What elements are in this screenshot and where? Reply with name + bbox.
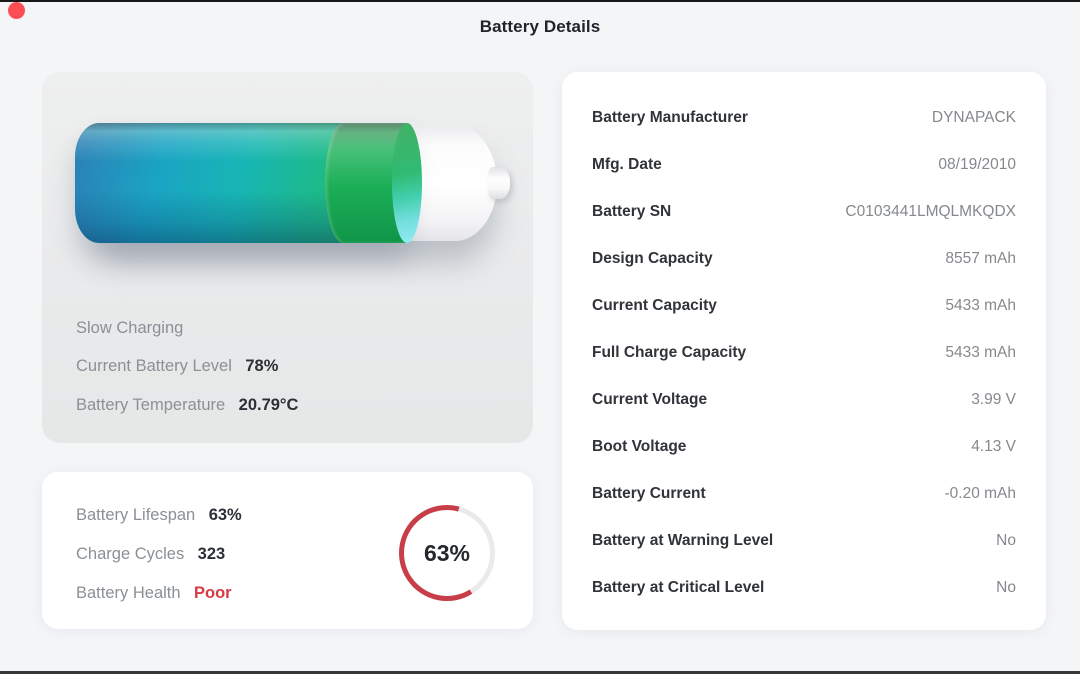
details-row-label: Battery Current [592, 484, 706, 502]
details-row-label: Battery SN [592, 202, 672, 220]
details-row-label: Current Voltage [592, 390, 708, 408]
health-row-label: Battery Health [76, 584, 181, 602]
window-bottom-edge [0, 671, 1080, 674]
health-row-value: 63% [208, 506, 242, 524]
details-row-value: -0.20 mAh [944, 484, 1016, 502]
details-row-value: 8557 mAh [945, 249, 1016, 267]
health-ring-label: 63% [423, 539, 471, 566]
details-row-value: C0103441LMQLMKQDX [845, 202, 1016, 220]
details-row-label: Battery Manufacturer [592, 108, 748, 126]
status-row: Current Battery Level 78% [76, 347, 298, 386]
health-row-value: 323 [197, 545, 226, 563]
details-row-value: No [996, 578, 1016, 596]
battery-details-card: Battery Manufacturer DYNAPACK Mfg. Date … [562, 72, 1046, 630]
details-row-label: Battery at Warning Level [592, 531, 774, 549]
details-row: Current Voltage 3.99 V [592, 376, 1016, 423]
details-row: Battery at Warning Level No [592, 517, 1016, 564]
details-row-label: Battery at Critical Level [592, 578, 765, 596]
status-row: Battery Temperature 20.79°C [76, 386, 298, 425]
details-row-label: Boot Voltage [592, 437, 687, 455]
details-row-value: DYNAPACK [931, 108, 1016, 126]
details-row: Current Capacity 5433 mAh [592, 282, 1016, 329]
health-rows: Battery Lifespan 63% Charge Cycles 323 B… [76, 496, 242, 613]
details-row-value: 4.13 V [971, 437, 1016, 455]
details-row: Full Charge Capacity 5433 mAh [592, 329, 1016, 376]
health-row-label: Battery Lifespan [76, 506, 196, 524]
health-row: Battery Health Poor [76, 574, 242, 613]
details-row: Battery Current -0.20 mAh [592, 470, 1016, 517]
window-title: Battery Details [479, 17, 601, 36]
charging-status-text: Slow Charging [76, 319, 184, 337]
battery-icon [75, 123, 535, 243]
close-button[interactable] [8, 2, 25, 19]
details-row: Mfg. Date 08/19/2010 [592, 141, 1016, 188]
status-row-value: 78% [245, 357, 279, 375]
battery-health-card: Battery Lifespan 63% Charge Cycles 323 B… [42, 472, 533, 629]
details-row: Battery at Critical Level No [592, 564, 1016, 611]
details-row-label: Current Capacity [592, 296, 717, 314]
details-row: Battery SN C0103441LMQLMKQDX [592, 188, 1016, 235]
battery-status-block: Slow Charging Current Battery Level 78% … [76, 309, 298, 425]
status-row-label: Current Battery Level [76, 357, 232, 375]
details-row-value: 5433 mAh [945, 296, 1016, 314]
battery-status-rows: Current Battery Level 78% Battery Temper… [76, 347, 298, 425]
health-row-label: Charge Cycles [76, 545, 185, 563]
status-row-label: Battery Temperature [76, 396, 226, 414]
details-row-value: No [996, 531, 1016, 549]
health-row-value: Poor [194, 584, 232, 602]
battery-terminal [488, 167, 510, 199]
details-row-label: Design Capacity [592, 249, 713, 267]
details-row-label: Full Charge Capacity [592, 343, 747, 361]
battery-overview-card: Slow Charging Current Battery Level 78% … [42, 72, 533, 443]
details-row: Design Capacity 8557 mAh [592, 235, 1016, 282]
health-progress-ring: 63% [399, 505, 495, 601]
battery-fill-cap [392, 123, 422, 243]
health-row: Battery Lifespan 63% [76, 496, 242, 535]
details-row: Boot Voltage 4.13 V [592, 423, 1016, 470]
details-rows: Battery Manufacturer DYNAPACK Mfg. Date … [592, 94, 1016, 611]
details-row-value: 5433 mAh [945, 343, 1016, 361]
details-row-label: Mfg. Date [592, 155, 662, 173]
details-row: Battery Manufacturer DYNAPACK [592, 94, 1016, 141]
health-row: Charge Cycles 323 [76, 535, 242, 574]
status-row-value: 20.79°C [238, 396, 299, 414]
title-bar: Battery Details [0, 0, 1080, 58]
window-top-edge [0, 0, 1080, 2]
details-row-value: 08/19/2010 [938, 155, 1016, 173]
details-row-value: 3.99 V [971, 390, 1016, 408]
